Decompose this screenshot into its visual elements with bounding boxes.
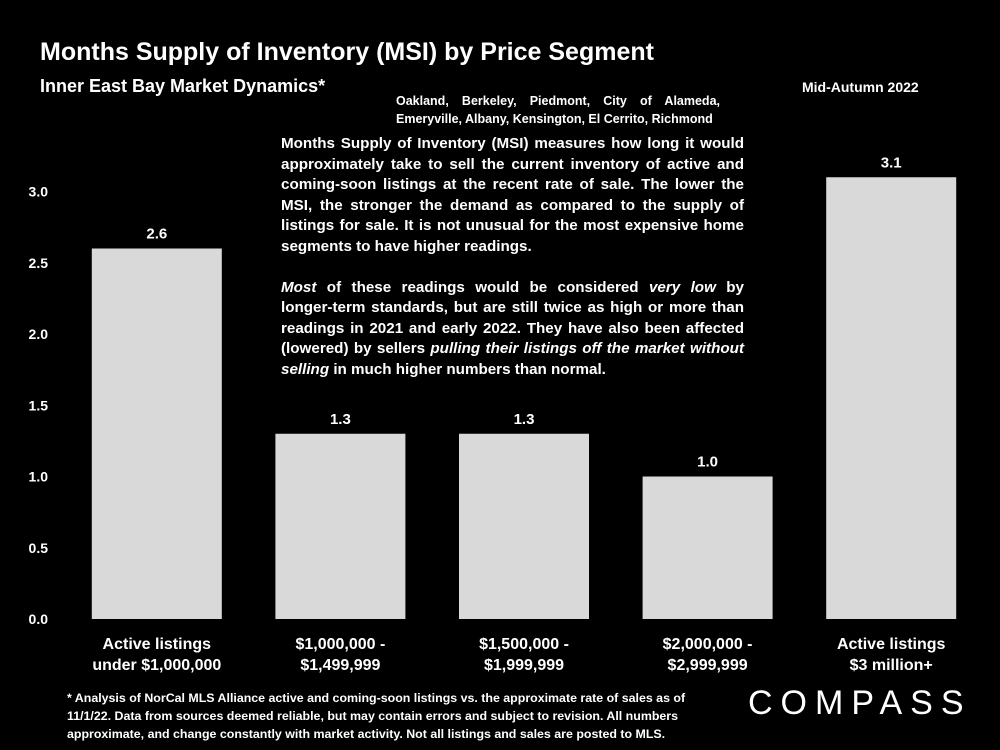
bar xyxy=(459,433,589,619)
chart-title: Months Supply of Inventory (MSI) by Pric… xyxy=(40,38,654,66)
season-label: Mid-Autumn 2022 xyxy=(802,79,919,95)
emphasis-most: Most xyxy=(281,278,317,296)
y-tick-label: 3.0 xyxy=(29,184,49,200)
region-list: Oakland, Berkeley, Piedmont, City of Ala… xyxy=(396,94,720,126)
bar-value-label: 1.0 xyxy=(697,454,718,471)
bar-value-label: 1.3 xyxy=(514,411,535,428)
y-tick-label: 0.5 xyxy=(29,540,49,556)
explanation-paragraph-1: Months Supply of Inventory (MSI) measure… xyxy=(281,135,744,255)
footnote: * Analysis of NorCal MLS Alliance active… xyxy=(67,691,686,741)
emphasis-pulling-listings: pulling their listings off the market wi… xyxy=(281,340,744,378)
x-category-label: $2,999,999 xyxy=(668,657,748,674)
y-tick-label: 1.5 xyxy=(29,397,49,413)
bar-value-label: 3.1 xyxy=(881,154,902,171)
x-category-label: Active listings xyxy=(837,636,946,653)
bar xyxy=(642,476,773,619)
x-category-label: $1,499,999 xyxy=(300,657,380,674)
compass-logo: COMPASS xyxy=(748,684,972,722)
y-tick-label: 1.0 xyxy=(29,469,49,485)
bar xyxy=(826,177,957,619)
emphasis-very-low: very low xyxy=(648,278,716,296)
x-category-label: Active listings xyxy=(103,636,212,653)
y-tick-label: 0.0 xyxy=(29,611,49,627)
bar-value-label: 2.6 xyxy=(146,226,167,243)
x-category-label: under $1,000,000 xyxy=(92,657,221,674)
x-category-label: $3 million+ xyxy=(850,657,933,674)
bar xyxy=(91,248,222,619)
bar xyxy=(275,433,406,619)
y-tick-label: 2.5 xyxy=(29,255,49,271)
x-category-label: $1,000,000 - xyxy=(295,636,385,653)
explanation-box: Months Supply of Inventory (MSI) measure… xyxy=(273,134,748,385)
x-category-label: $1,999,999 xyxy=(484,657,564,674)
y-tick-label: 2.0 xyxy=(29,326,49,342)
bar-value-label: 1.3 xyxy=(330,411,351,428)
explanation-paragraph-2: Most of these readings would be consider… xyxy=(281,278,745,378)
chart-subtitle: Inner East Bay Market Dynamics* xyxy=(40,76,326,96)
x-category-label: $1,500,000 - xyxy=(479,636,569,653)
x-category-label: $2,000,000 - xyxy=(663,636,753,653)
